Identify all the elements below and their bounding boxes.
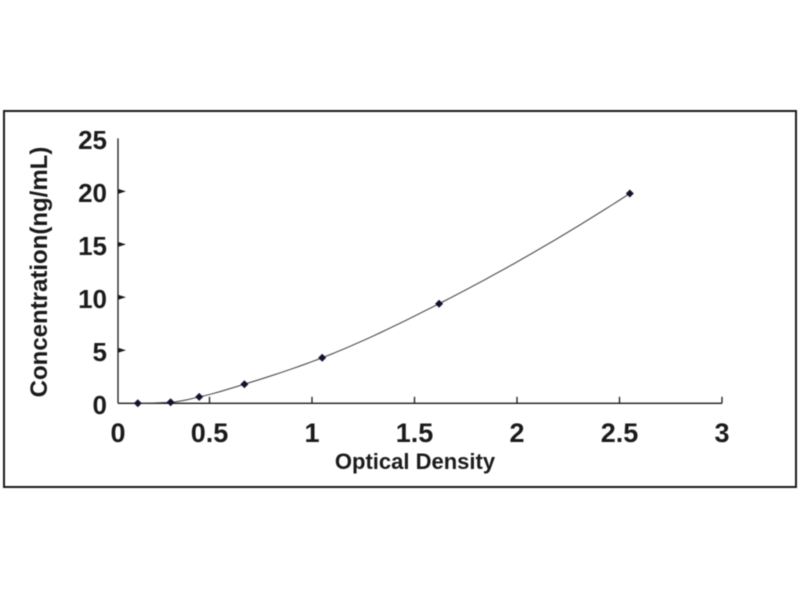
svg-text:Optical Density: Optical Density [335, 449, 496, 474]
svg-text:0: 0 [110, 418, 125, 448]
svg-text:25: 25 [78, 125, 107, 155]
svg-text:10: 10 [78, 284, 107, 314]
svg-text:20: 20 [78, 178, 107, 208]
svg-text:3: 3 [714, 418, 729, 448]
svg-text:1: 1 [304, 418, 319, 448]
svg-text:2.5: 2.5 [601, 418, 639, 448]
svg-text:Concentration(ng/mL): Concentration(ng/mL) [26, 147, 53, 398]
svg-text:0: 0 [93, 390, 107, 420]
svg-text:15: 15 [78, 231, 107, 261]
svg-text:5: 5 [93, 337, 107, 367]
svg-text:2: 2 [509, 418, 524, 448]
svg-text:1.5: 1.5 [396, 418, 434, 448]
svg-text:0.5: 0.5 [191, 418, 229, 448]
